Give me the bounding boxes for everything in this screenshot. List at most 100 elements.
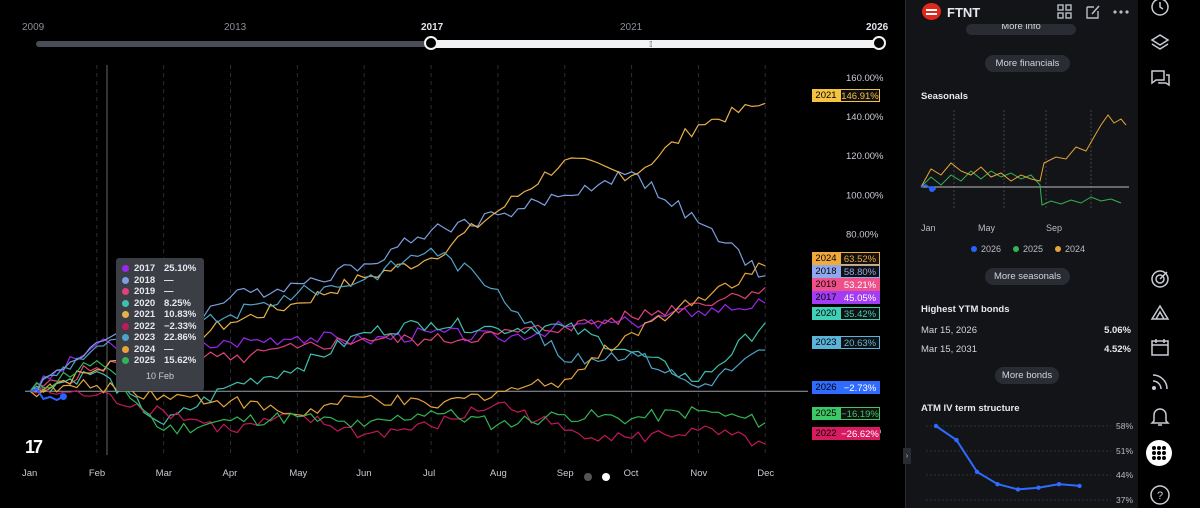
iv-tick-44: 44% [1116,470,1134,480]
tooltip-color-dot [122,265,129,273]
bond-yield: 5.06% [1104,325,1131,336]
edit-icon[interactable] [1084,3,1102,21]
tooltip-year: 2017 [134,263,156,275]
iv-point[interactable] [933,423,939,429]
tooltip-value: 25.10% [164,263,197,275]
value-label-percent: −26.62% [840,427,880,440]
tooltip-row-2019: 2019 — [122,286,198,298]
tooltip-row-2024: 2024 — [122,344,198,356]
iv-point[interactable] [1056,481,1062,487]
apps-grid-icon [1152,446,1166,460]
iv-tick-37: 37% [1116,495,1134,505]
iv-point[interactable] [954,437,959,443]
ideas-icon[interactable] [1149,302,1171,324]
help-icon[interactable]: ? [1149,484,1171,506]
series-line-2026[interactable] [29,387,64,402]
seasonals-month-jan: Jan [921,223,936,233]
value-label-percent: 45.05% [840,291,880,304]
range-slider-start-handle[interactable] [424,36,438,50]
iv-point[interactable] [1077,483,1082,489]
tooltip-color-dot [122,334,129,342]
y-tick-label: 120.00% [846,151,884,162]
x-tick-label-sep: Sep [557,468,574,479]
more-options-icon[interactable] [1112,3,1130,21]
x-tick-label-dec: Dec [757,468,774,479]
broadcast-icon[interactable] [1149,371,1171,393]
apps-button[interactable] [1146,440,1172,466]
x-tick-label-feb: Feb [89,468,105,479]
tooltip-value: 22.86% [164,332,197,344]
tooltip-row-2022: 2022 −2.33% [122,321,198,333]
value-label-year: 2018 [812,265,840,278]
layers-icon[interactable] [1149,32,1171,54]
x-tick-label-apr: Apr [223,468,238,479]
legend-2024: 2024 [1055,244,1085,254]
more-bonds-button[interactable]: More bonds [995,367,1059,384]
range-year-2013: 2013 [224,22,247,33]
value-label-year: 2019 [812,278,840,291]
value-label-2021: 2021 146.91% [812,89,880,102]
x-tick-label-jun: Jun [356,468,371,479]
value-label-year: 2024 [812,252,840,265]
tooltip-color-dot [122,345,129,353]
bond-row[interactable]: Mar 15, 2026 5.06% [921,325,1131,336]
range-slider-selection[interactable] [431,40,879,48]
value-label-2026: 2026 −2.73% [812,381,880,394]
more-info-button[interactable]: More info [966,24,1076,35]
tooltip-color-dot [122,322,129,330]
tooltip-value: 8.25% [164,297,191,309]
iv-point[interactable] [995,481,1000,487]
value-label-percent: 146.91% [840,89,880,102]
bell-icon[interactable] [1149,405,1171,427]
chat-icon[interactable] [1149,67,1171,89]
more-financials-button[interactable]: More financials [985,55,1070,72]
x-tick-label-nov: Nov [690,468,707,479]
series-line-2025[interactable] [29,359,766,435]
bonds-title: Highest YTM bonds [921,304,1010,315]
series-line-2022[interactable] [29,385,766,447]
iv-point[interactable] [1015,487,1021,492]
range-slider-end-handle[interactable] [872,36,886,50]
value-label-percent: 20.63% [840,336,880,349]
y-tick-label: 140.00% [846,112,884,123]
value-label-year: 2017 [812,291,840,304]
grip-icon[interactable]: ⁞⁞ [649,40,653,49]
series-line-2024[interactable] [29,262,766,417]
tooltip-value: −2.33% [164,320,197,332]
value-label-year: 2021 [812,89,840,102]
tooltip-year: 2020 [134,297,156,309]
tooltip-row-2018: 2018 — [122,275,198,287]
page-dot-1[interactable] [584,473,592,481]
value-label-year: 2023 [812,336,840,349]
x-tick-label-oct: Oct [624,468,639,479]
clock-icon[interactable] [1149,0,1171,18]
x-tick-label-mar: Mar [156,468,172,479]
layout-grid-icon[interactable] [1056,3,1074,21]
page-dot-2[interactable] [602,473,610,481]
symbol-name[interactable]: FTNT [947,5,981,20]
panel-collapse-handle[interactable]: › [903,448,911,464]
iv-point[interactable] [974,469,980,475]
iv-term-structure-chart[interactable] [916,418,1116,508]
range-year-2009: 2009 [22,22,45,33]
value-label-percent: 58.80% [840,265,880,278]
tooltip-value: — [164,286,174,298]
tooltip-value: 15.62% [164,355,197,367]
target-icon[interactable] [1149,268,1171,290]
more-seasonals-button[interactable]: More seasonals [985,268,1070,285]
tradingview-logo[interactable]: 17 [25,437,43,457]
tooltip-value: 10.83% [164,309,197,321]
value-label-percent: −2.73% [840,381,880,394]
x-tick-label-jan: Jan [22,468,37,479]
bond-row[interactable]: Mar 15, 2031 4.52% [921,344,1131,355]
y-tick-label: 100.00% [846,190,884,201]
value-label-2023: 2023 20.63% [812,336,880,349]
value-label-2018: 2018 58.80% [812,265,880,278]
tooltip-color-dot [122,357,129,365]
seasonals-mini-chart[interactable] [916,105,1136,215]
tooltip-year: 2018 [134,274,156,286]
legend-2025: 2025 [1013,244,1043,254]
bond-date: Mar 15, 2026 [921,325,977,336]
iv-point[interactable] [1036,485,1041,490]
calendar-icon[interactable] [1149,336,1171,358]
